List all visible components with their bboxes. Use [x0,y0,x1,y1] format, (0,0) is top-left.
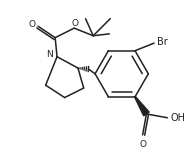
Text: N: N [46,50,53,59]
Text: O: O [72,19,79,28]
Text: O: O [29,20,36,29]
Text: O: O [139,140,146,149]
Text: OH: OH [170,113,185,123]
Polygon shape [135,97,149,116]
Text: Br: Br [157,37,168,47]
